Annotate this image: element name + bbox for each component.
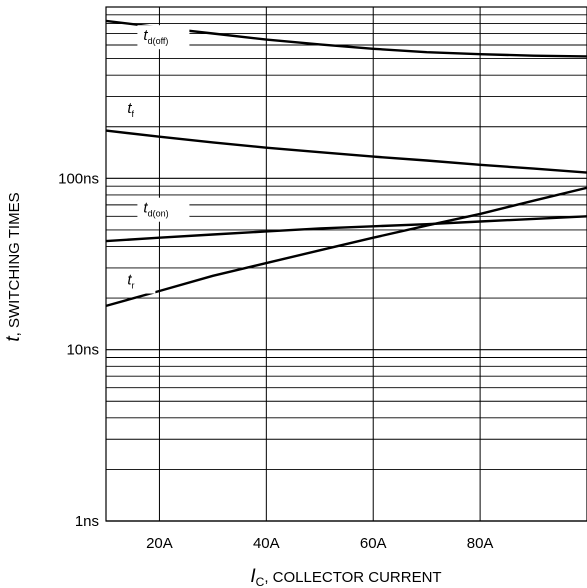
- series-label-bg-t-d-off-: [137, 25, 190, 50]
- y-tick-100ns: 100ns: [58, 170, 99, 187]
- series-label-bg-t-f: [121, 98, 156, 123]
- series-label-t-r: tr: [127, 272, 134, 291]
- x-tick-60a: 60A: [360, 535, 387, 552]
- x-tick-40a: 40A: [253, 535, 280, 552]
- series-label-t-d-on-: td(on): [143, 200, 168, 219]
- series-line-t-r: [105, 186, 587, 308]
- series-line-t-f: [105, 129, 587, 174]
- y-axis-title-text: , SWITCHING TIMES: [6, 192, 23, 336]
- x-axis-symbol: I: [250, 566, 256, 587]
- x-axis-title-text: , COLLECTOR CURRENT: [264, 569, 441, 586]
- series-layer: [105, 19, 587, 308]
- y-axis-title: t, SWITCHING TIMES: [3, 192, 24, 341]
- x-axis-title: IC, COLLECTOR CURRENT: [250, 566, 441, 588]
- grid: [106, 7, 587, 522]
- series-label-bg-t-d-on-: [137, 197, 190, 222]
- y-tick-10ns: 10ns: [66, 342, 99, 359]
- series-label-t-f: tf: [127, 100, 134, 119]
- series-label-bg-t-r: [121, 269, 156, 294]
- plot-frame: [105, 6, 587, 522]
- series-line-t-d-on-: [105, 215, 587, 243]
- series-labels: td(off) tf td(on) tr: [121, 25, 190, 294]
- x-tick-80a: 80A: [467, 535, 494, 552]
- x-tick-20a: 20A: [146, 535, 173, 552]
- series-label-t-d-off-: td(off): [143, 27, 168, 46]
- y-tick-1ns: 1ns: [75, 513, 99, 530]
- x-tick-labels: 20A 40A 60A 80A: [146, 535, 493, 552]
- y-tick-labels: 1ns 10ns 100ns: [58, 170, 99, 530]
- y-axis-symbol: t: [3, 336, 24, 342]
- x-axis-symbol-sub: C: [256, 575, 265, 588]
